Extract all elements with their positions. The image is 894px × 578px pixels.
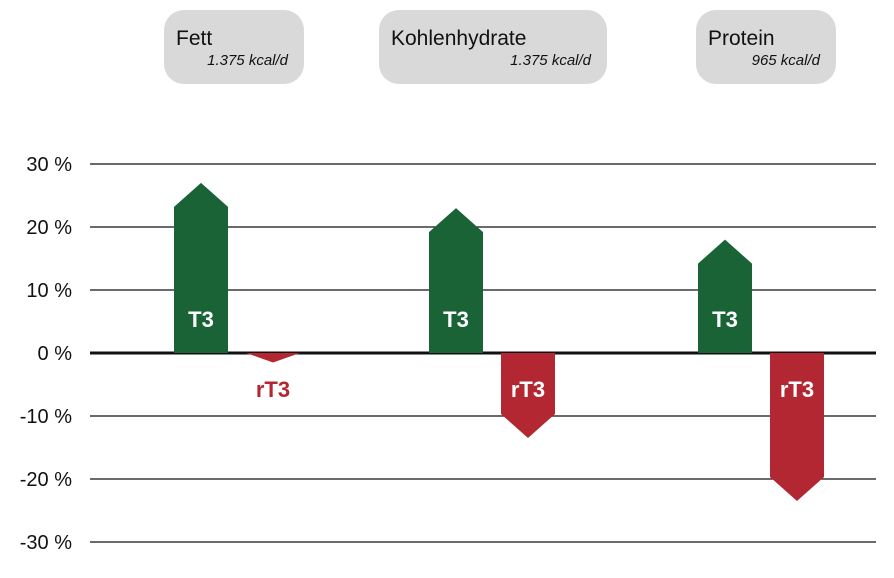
- category-kcal-protein: 965 kcal/d: [751, 52, 820, 69]
- category-kcal-fett: 1.375 kcal/d: [207, 52, 288, 69]
- bar-t3-kohlenhydrate: [429, 208, 483, 353]
- category-pill-fett: Fett 1.375 kcal/d: [164, 10, 304, 84]
- category-pill-kohlenhydrate: Kohlenhydrate 1.375 kcal/d: [379, 10, 607, 84]
- bar-label-rt3-kohlenhydrate: rT3: [511, 377, 545, 402]
- y-tick-label: 10 %: [26, 280, 72, 302]
- category-pill-protein: Protein 965 kcal/d: [696, 10, 836, 84]
- y-tick-label: 30 %: [26, 154, 72, 176]
- bar-label-t3-fett: T3: [188, 307, 214, 332]
- bar-t3-fett: [174, 182, 228, 353]
- bar-rt3-kohlenhydrate: [501, 353, 555, 439]
- category-label-fett: Fett: [176, 27, 213, 50]
- bar-rt3-fett: [246, 353, 300, 363]
- bar-rt3-protein: [770, 353, 824, 502]
- y-tick-label: -10 %: [20, 406, 72, 428]
- y-tick-label: 0 %: [38, 343, 73, 365]
- category-label-protein: Protein: [708, 27, 775, 50]
- bars: [174, 182, 824, 502]
- y-tick-labels: 30 % 20 % 10 % 0 % -10 % -20 % -30 %: [20, 154, 72, 554]
- y-tick-label: 20 %: [26, 217, 72, 239]
- bar-label-t3-protein: T3: [712, 307, 738, 332]
- bar-labels: T3 T3 T3 rT3 rT3 rT3: [188, 307, 814, 402]
- y-tick-label: -30 %: [20, 532, 72, 554]
- y-tick-label: -20 %: [20, 469, 72, 491]
- bar-label-rt3-protein: rT3: [780, 377, 814, 402]
- category-label-kohlenhydrate: Kohlenhydrate: [391, 27, 527, 50]
- bar-label-rt3-fett: rT3: [256, 377, 290, 402]
- category-kcal-kohlenhydrate: 1.375 kcal/d: [510, 52, 591, 69]
- bar-label-t3-kohlenhydrate: T3: [443, 307, 469, 332]
- bar-t3-protein: [698, 239, 752, 353]
